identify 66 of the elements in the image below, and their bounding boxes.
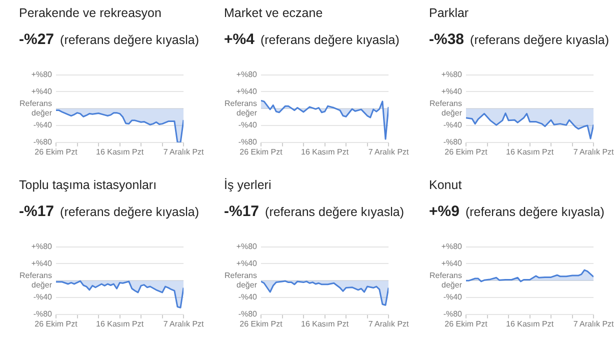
text: (referans değere kıyasla) — [265, 205, 404, 219]
x-tick-label: 7 Aralık Pzt — [163, 319, 205, 328]
y-tick-label: -%80 — [238, 310, 258, 319]
chart-subtitle: +%9 — [429, 203, 460, 220]
y-tick-label: -%80 — [33, 138, 53, 147]
x-tick-label: 16 Kasım Pzt — [300, 319, 350, 328]
y-tick-label: -%40 — [33, 292, 53, 302]
y-tick-label: Referans değer — [224, 99, 258, 118]
y-tick-label: +%80 — [31, 242, 53, 252]
x-tick-label: 16 Kasım Pzt — [300, 147, 350, 156]
y-tick-label: Referans değer — [430, 271, 462, 290]
chart-subtitle: +%4 — [224, 31, 254, 48]
y-tick-label: Referans değer — [430, 99, 462, 118]
y-tick-label: +%80 — [31, 70, 53, 80]
y-tick-label: +%40 — [31, 258, 53, 268]
y-tick-label: +%40 — [441, 86, 463, 96]
text: (referans değere kıyasla) — [60, 33, 199, 47]
x-tick-label: 26 Ekim Pzt — [240, 147, 284, 156]
x-tick-label: 16 Kasım Pzt — [506, 147, 554, 156]
x-tick-label: 26 Ekim Pzt — [240, 319, 284, 328]
chart-subtitle: -%38 — [429, 31, 464, 48]
text: (referans değere kıyasla) — [465, 205, 604, 219]
y-tick-label: Referans değer — [20, 271, 52, 290]
x-tick-label: 7 Aralık Pzt — [368, 147, 410, 156]
x-tick-label: 7 Aralık Pzt — [573, 147, 614, 156]
x-tick-label: 16 Kasım Pzt — [506, 319, 554, 328]
y-tick-label: -%80 — [443, 310, 463, 319]
y-tick-label: -%40 — [443, 120, 463, 130]
chart-title: Market ve eczane — [224, 6, 323, 20]
chart-title: Toplu taşıma istasyonları — [19, 178, 157, 192]
y-tick-label: +%80 — [236, 242, 258, 252]
y-tick-label: +%40 — [236, 258, 258, 268]
chart-title: İş yerleri — [224, 178, 272, 192]
text: (referans değere kıyasla) — [260, 33, 400, 47]
x-tick-label: 7 Aralık Pzt — [368, 319, 410, 328]
y-tick-label: Referans değer — [20, 99, 52, 118]
chart-subtitle: -%27 — [19, 31, 54, 48]
x-tick-label: 26 Ekim Pzt — [444, 147, 488, 156]
y-tick-label: -%40 — [238, 292, 258, 302]
x-tick-label: 16 Kasım Pzt — [96, 319, 144, 328]
text: (referans değere kıyasla) — [60, 205, 199, 219]
y-tick-label: -%40 — [238, 120, 258, 130]
text: (referans değere kıyasla) — [470, 33, 609, 47]
y-tick-label: -%80 — [238, 138, 258, 147]
x-tick-label: 7 Aralık Pzt — [163, 147, 205, 156]
x-tick-label: 7 Aralık Pzt — [573, 319, 614, 328]
y-tick-label: -%80 — [33, 310, 53, 319]
chart-subtitle: -%17 — [224, 203, 260, 220]
chart-subtitle: -%17 — [19, 203, 54, 220]
y-tick-label: -%80 — [443, 138, 463, 147]
y-tick-label: -%40 — [443, 292, 463, 302]
x-tick-label: 26 Ekim Pzt — [34, 319, 78, 328]
x-tick-label: 26 Ekim Pzt — [444, 319, 488, 328]
y-tick-label: +%40 — [441, 258, 463, 268]
y-tick-label: +%80 — [441, 242, 463, 252]
x-tick-label: 16 Kasım Pzt — [96, 147, 144, 156]
x-tick-label: 26 Ekim Pzt — [34, 147, 78, 156]
y-tick-label: +%80 — [236, 70, 258, 80]
y-tick-label: +%40 — [236, 86, 258, 96]
chart-title: Parklar — [429, 6, 469, 20]
y-tick-label: Referans değer — [224, 271, 258, 290]
chart-title: Konut — [429, 178, 462, 192]
y-tick-label: +%80 — [441, 70, 463, 80]
y-tick-label: +%40 — [31, 86, 53, 96]
chart-title: Perakende ve rekreasyon — [19, 6, 162, 20]
y-tick-label: -%40 — [33, 120, 53, 130]
